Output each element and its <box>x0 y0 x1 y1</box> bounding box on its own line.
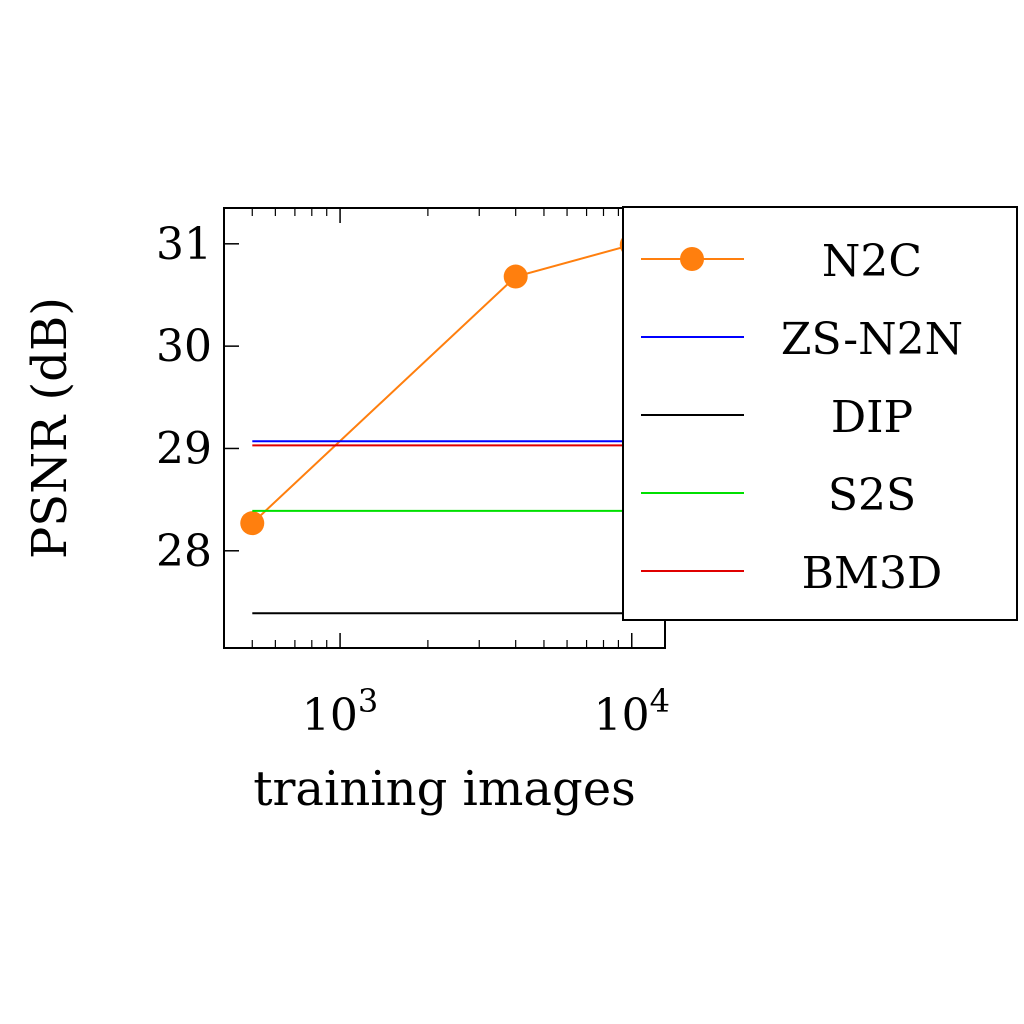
data-point-n2c <box>503 264 528 289</box>
legend: N2C ZS-N2N DIP S2S BM3D <box>622 206 1018 621</box>
legend-box <box>622 206 1018 621</box>
y-tick-label: 29 <box>156 423 212 474</box>
y-tick-label: 30 <box>156 321 212 372</box>
legend-label-zs-n2n: ZS-N2N <box>781 314 963 365</box>
data-point-n2c <box>240 511 265 536</box>
y-tick-label: 28 <box>156 526 212 577</box>
legend-label-n2c: N2C <box>822 236 922 287</box>
legend-label-dip: DIP <box>831 392 913 443</box>
x-tick-label: 103 <box>302 682 378 741</box>
axes: 103 104 28 29 30 31 <box>156 207 670 741</box>
y-axis-label: PSNR (dB) <box>22 297 78 559</box>
legend-label-s2s: S2S <box>828 470 916 521</box>
y-tick-label: 31 <box>156 219 212 270</box>
legend-marker-n2c <box>680 247 704 271</box>
plot-area <box>240 232 644 615</box>
x-axis-label: training images <box>253 761 636 817</box>
series-line-n2c <box>251 243 633 524</box>
plot-frame <box>223 207 666 649</box>
x-tick-label: 104 <box>594 682 670 741</box>
legend-label-bm3d: BM3D <box>802 548 943 599</box>
